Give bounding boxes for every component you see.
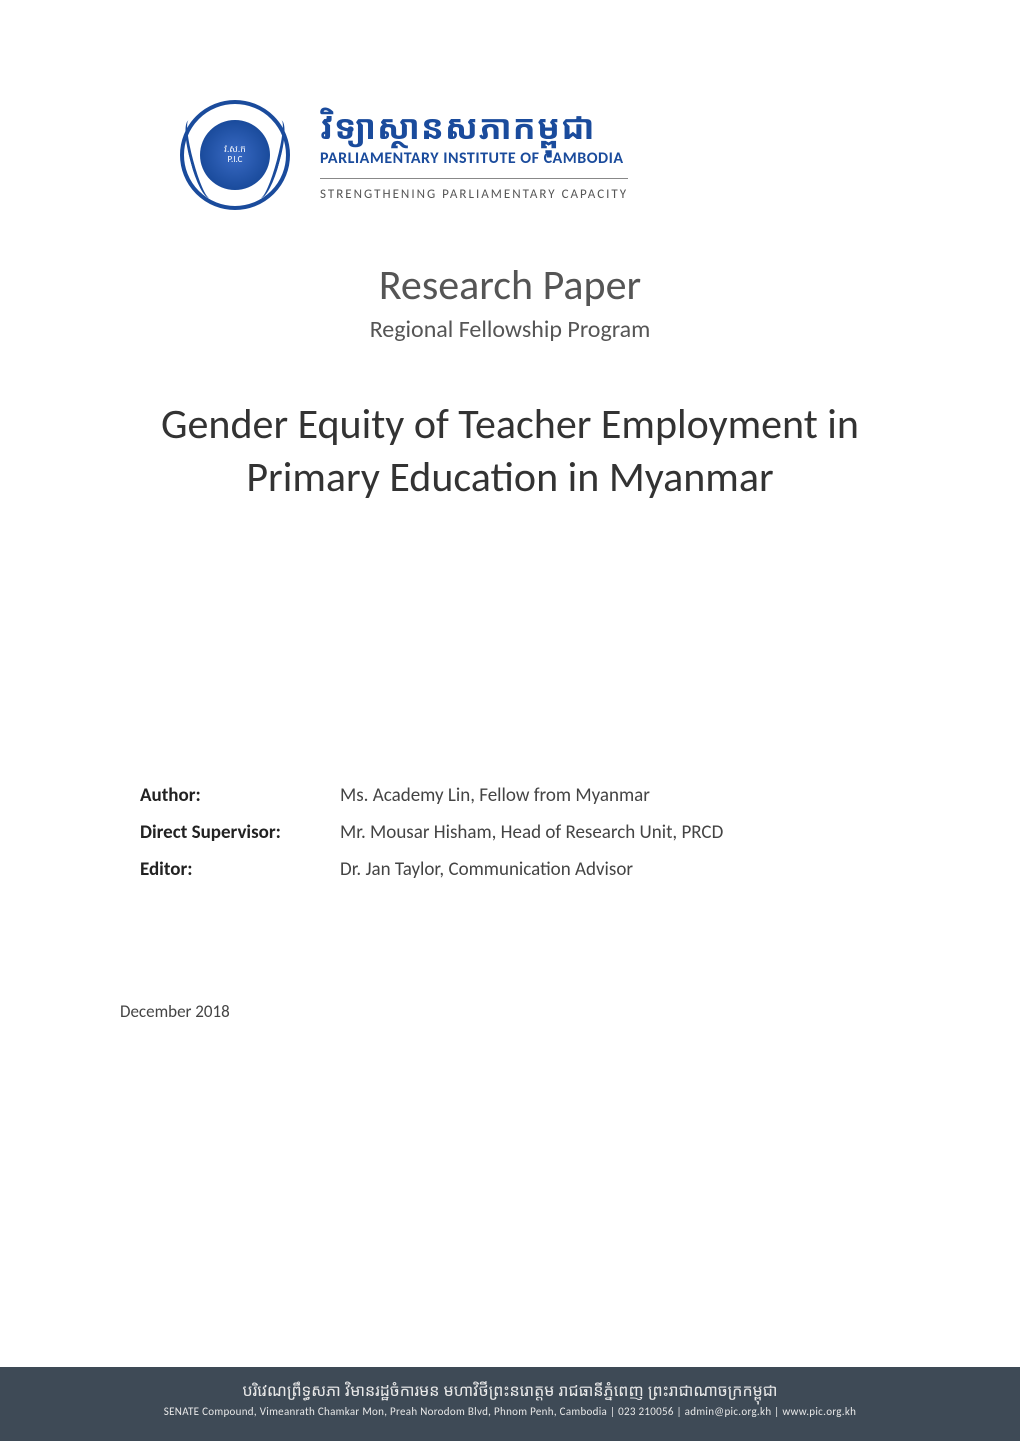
institution-seal-icon: វ.ស.ក P.I.C (180, 100, 290, 210)
institution-name-en: PARLIAMENTARY INSTITUTE OF CAMBODIA (320, 149, 628, 168)
doc-type-block: Research Paper Regional Fellowship Progr… (120, 260, 900, 344)
title-block: Gender Equity of Teacher Employment in P… (120, 399, 900, 504)
program-name: Regional Fellowship Program (120, 315, 900, 344)
seal-abbrev-en: P.I.C (228, 155, 243, 165)
institution-name-khmer: វិទ្យាស្ថានសភាកម្ពុជា (320, 109, 628, 143)
institution-tagline: STRENGTHENING PARLIAMENTARY CAPACITY (320, 187, 628, 202)
credit-value: Dr. Jan Taylor, Communication Advisor (340, 858, 633, 881)
credits-block: Author: Ms. Academy Lin, Fellow from Mya… (140, 784, 900, 881)
credit-value: Ms. Academy Lin, Fellow from Myanmar (340, 784, 650, 807)
paper-title: Gender Equity of Teacher Employment in P… (120, 399, 900, 504)
publication-date: December 2018 (120, 1001, 900, 1022)
page: វ.ស.ក P.I.C វិទ្យាស្ថានសភាកម្ពុជា PARLIA… (0, 0, 1020, 1441)
header-logos: វ.ស.ក P.I.C វិទ្យាស្ថានសភាកម្ពុជា PARLIA… (180, 100, 900, 210)
credit-row-editor: Editor: Dr. Jan Taylor, Communication Ad… (140, 858, 900, 881)
document-type: Research Paper (120, 260, 900, 311)
page-footer: បរិវេណព្រឹទ្ធសភា វិមានរដ្ឋចំការមន មហាវិថ… (0, 1367, 1020, 1441)
credit-label: Author: (140, 784, 340, 807)
credit-label: Direct Supervisor: (140, 821, 340, 844)
credit-value: Mr. Mousar Hisham, Head of Research Unit… (340, 821, 723, 844)
footer-address-en: SENATE Compound, Vimeanrath Chamkar Mon,… (0, 1405, 1020, 1418)
credit-row-author: Author: Ms. Academy Lin, Fellow from Mya… (140, 784, 900, 807)
credit-label: Editor: (140, 858, 340, 881)
credit-row-supervisor: Direct Supervisor: Mr. Mousar Hisham, He… (140, 821, 900, 844)
institution-divider (320, 178, 628, 179)
institution-text-block: វិទ្យាស្ថានសភាកម្ពុជា PARLIAMENTARY INST… (320, 109, 628, 202)
footer-address-khmer: បរិវេណព្រឹទ្ធសភា វិមានរដ្ឋចំការមន មហាវិថ… (0, 1379, 1020, 1401)
